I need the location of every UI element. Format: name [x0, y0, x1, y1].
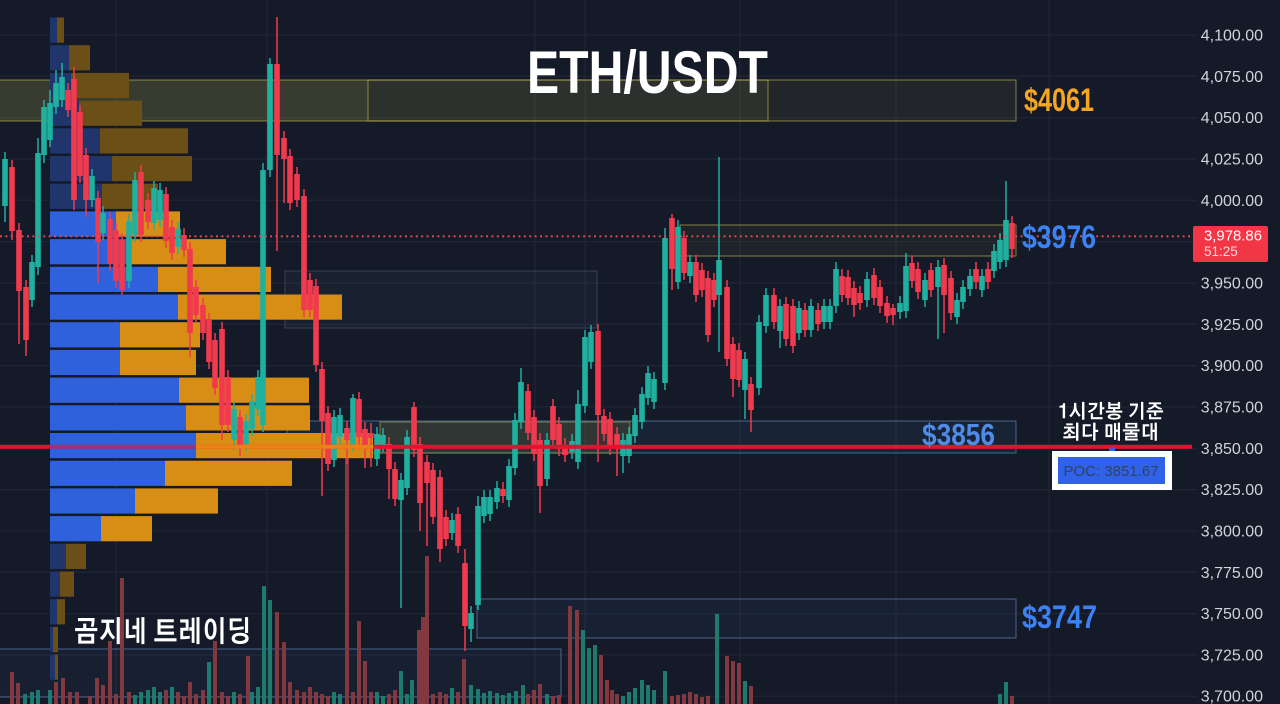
svg-text:ETH/USDT: ETH/USDT: [527, 39, 768, 106]
svg-text:3,700.00: 3,700.00: [1201, 689, 1263, 704]
svg-text:3,875.00: 3,875.00: [1201, 399, 1263, 416]
svg-text:3,800.00: 3,800.00: [1201, 523, 1263, 540]
svg-text:4,050.00: 4,050.00: [1201, 110, 1263, 127]
svg-text:POC: 3851.67: POC: 3851.67: [1063, 463, 1158, 480]
svg-text:3,978.86: 3,978.86: [1204, 229, 1262, 245]
svg-text:3,850.00: 3,850.00: [1201, 441, 1263, 458]
svg-text:$4061: $4061: [1024, 82, 1094, 118]
svg-text:3,925.00: 3,925.00: [1201, 317, 1263, 334]
svg-text:$3976: $3976: [1022, 219, 1096, 255]
svg-text:3,950.00: 3,950.00: [1201, 276, 1263, 293]
svg-text:4,025.00: 4,025.00: [1201, 152, 1263, 169]
svg-text:3,775.00: 3,775.00: [1201, 565, 1263, 582]
svg-text:3,725.00: 3,725.00: [1201, 647, 1263, 664]
svg-text:3,900.00: 3,900.00: [1201, 358, 1263, 375]
svg-text:4,000.00: 4,000.00: [1201, 193, 1263, 210]
svg-text:4,075.00: 4,075.00: [1201, 69, 1263, 86]
svg-text:3,750.00: 3,750.00: [1201, 606, 1263, 623]
svg-text:$3747: $3747: [1022, 599, 1097, 635]
svg-text:4,100.00: 4,100.00: [1201, 28, 1263, 45]
svg-text:$3856: $3856: [922, 417, 995, 452]
svg-text:51:25: 51:25: [1204, 244, 1238, 259]
svg-text:3,825.00: 3,825.00: [1201, 482, 1263, 499]
